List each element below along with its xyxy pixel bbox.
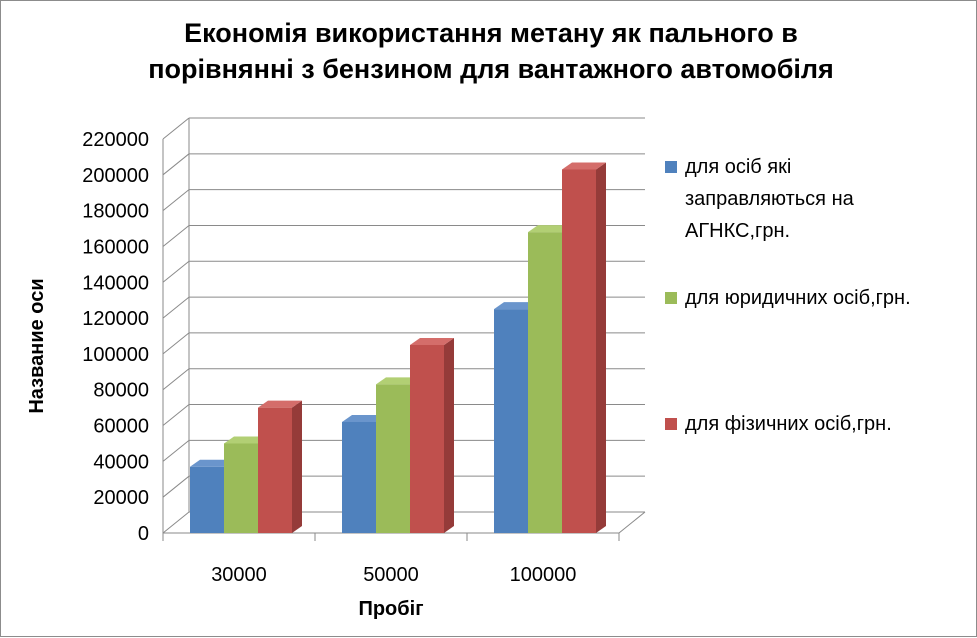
chart-title-line-1: Економія використання метану як пального… [184,18,798,48]
legend-swatch-agnks [665,161,677,173]
gridline-side [162,225,190,247]
x-tick-label: 30000 [211,564,267,586]
bar-top [562,162,606,170]
y-tick-label: 0 [138,523,149,545]
floor-right-edge [618,511,646,534]
y-tick-label: 20000 [93,487,149,509]
gridline-side [162,189,190,212]
bar-top [342,414,386,422]
gridline-side [162,439,190,462]
legend-label-legal: для юридичних осіб,грн. [685,287,911,309]
gridline-side [162,368,190,391]
bar [528,232,562,534]
x-tick-label: 100000 [510,564,577,586]
legend-label-agnks-line-3: АГНКС,грн. [685,220,791,242]
bar [562,169,596,534]
legend-label-physical: для фізичних осіб,грн. [685,413,892,435]
bar [190,466,224,533]
gridline-side [162,153,190,176]
bar [342,421,376,533]
bar-side [596,162,606,534]
bar [494,309,528,533]
chart-title: Економія використання метану як пального… [61,15,921,87]
legend-swatch-physical [665,418,677,430]
bar-top [190,459,234,467]
gridline-side [162,511,190,534]
y-tick-label: 140000 [82,272,149,294]
chart-title-line-2: порівнянні з бензином для вантажного авт… [148,54,834,84]
bar-top [494,302,538,310]
y-tick-label: 40000 [93,451,149,473]
bar-side [444,337,454,533]
gridline-side [162,117,190,140]
bar [258,407,292,533]
y-tick-label: 180000 [82,201,149,223]
y-tick-label: 100000 [82,344,149,366]
x-axis-title: Пробіг [358,598,423,620]
bar-top [410,337,454,345]
legend-swatch-legal [665,292,677,304]
gridline-side [162,404,190,426]
bar-top [528,225,572,233]
gridline-side [162,332,190,355]
y-tick-label: 120000 [82,308,149,330]
bar-top [224,436,268,444]
y-tick-label: 60000 [93,416,149,438]
bar-top [376,377,420,385]
bar-side [292,400,302,533]
y-tick-label: 160000 [82,236,149,258]
legend-label-agnks: для осіб які заправляються на АГНКС,грн. [685,151,965,247]
bar [224,443,258,533]
y-axis-title: Название оси [26,278,48,413]
bar [410,344,444,533]
legend-label-agnks-line-1: для осіб які [685,156,792,178]
gridline-side [162,296,190,319]
y-tick-label: 80000 [93,380,149,402]
y-tick-label: 220000 [82,129,149,151]
legend-label-agnks-line-2: заправляються на [685,188,854,210]
gridline-side [162,475,190,498]
x-tick-label: 50000 [363,564,419,586]
bar-top [258,400,302,408]
gridline-side [162,260,190,283]
y-tick-label: 200000 [82,165,149,187]
bar [376,384,410,533]
